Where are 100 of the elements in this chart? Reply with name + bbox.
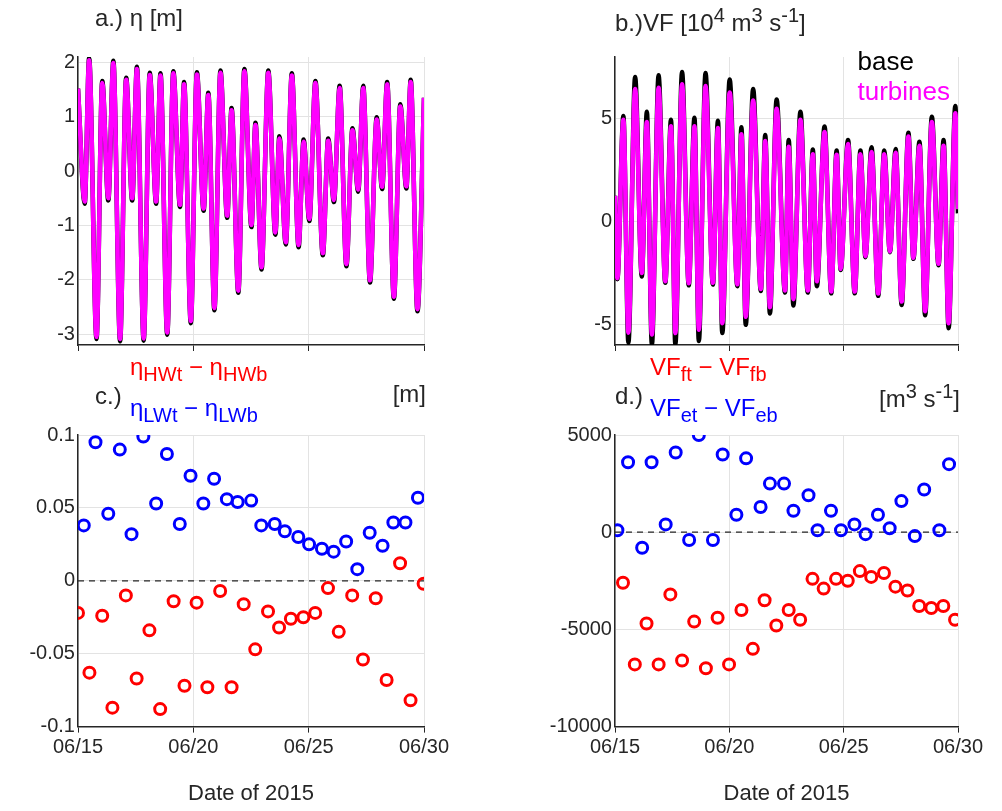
x-tick-label: 06/30 [932, 735, 984, 758]
point [675, 653, 690, 668]
point [236, 597, 251, 612]
point [248, 642, 263, 657]
y-tick-label: -3 [57, 321, 75, 344]
point [682, 532, 697, 547]
point [82, 665, 97, 680]
point [386, 515, 401, 530]
point [644, 455, 659, 470]
point [350, 562, 365, 577]
point [793, 612, 808, 627]
point [824, 503, 838, 518]
point [149, 496, 164, 511]
chart-title: d.) [615, 382, 644, 410]
point [320, 581, 335, 596]
point [224, 680, 239, 695]
point [912, 599, 927, 614]
point [189, 595, 204, 610]
point [900, 583, 915, 598]
point [753, 499, 768, 514]
point [847, 517, 862, 532]
y-tick-label: 0 [600, 519, 612, 542]
point [207, 471, 222, 486]
point [112, 442, 127, 457]
x-tick-label: 06/30 [398, 735, 450, 758]
y-tick-label: 0 [600, 209, 612, 232]
point [616, 575, 630, 590]
y-tick-label: 0.1 [47, 422, 75, 445]
point [314, 541, 329, 556]
x-tick-label: 06/20 [704, 735, 755, 758]
point [230, 495, 245, 510]
x-tick-label: 06/25 [283, 735, 334, 758]
point [924, 601, 939, 616]
y-tick-label: 5 [600, 106, 612, 129]
point [745, 641, 760, 656]
point [355, 652, 370, 667]
point [621, 455, 636, 470]
x-tick-label: 06/20 [168, 735, 219, 758]
point [129, 671, 144, 686]
point [777, 476, 792, 491]
point [942, 457, 957, 472]
point [393, 556, 408, 571]
x-tick-label: 06/15 [52, 735, 104, 758]
point [213, 584, 228, 599]
point [651, 657, 666, 672]
point [272, 620, 287, 635]
point [296, 610, 311, 625]
y-tick-label: 0.05 [36, 495, 75, 518]
point [876, 566, 891, 581]
point [840, 573, 855, 588]
x-axis-title: Date of 2015 [188, 779, 314, 805]
point [710, 610, 725, 625]
chart-title: b.)VF [10$^{4}$ m$^{3}$ s$^{-1}$] [615, 4, 806, 37]
point [888, 579, 903, 594]
point [105, 700, 120, 715]
point [379, 672, 394, 687]
point [734, 602, 749, 617]
y-tick-label: 1 [63, 104, 75, 127]
point [829, 571, 844, 586]
chart-title: c.) [95, 382, 122, 410]
point [687, 614, 702, 629]
point [277, 524, 292, 539]
point [302, 537, 317, 552]
point [870, 507, 885, 522]
point [219, 492, 234, 507]
point [907, 529, 922, 544]
point [153, 702, 168, 717]
point [283, 611, 298, 626]
point [705, 532, 720, 547]
y-tick-label: -0.1 [40, 714, 75, 737]
point [639, 616, 654, 631]
point [118, 588, 133, 603]
point [308, 605, 323, 620]
point [183, 468, 198, 483]
point [403, 693, 418, 708]
y-tick-label: 2 [63, 49, 75, 72]
point [739, 451, 754, 466]
point [698, 661, 713, 676]
point [781, 602, 796, 617]
y-tick-label: -10000 [549, 714, 612, 737]
point [159, 446, 174, 461]
x-tick-label: 06/15 [589, 735, 641, 758]
y-tick-label: -1 [57, 212, 75, 235]
y-axis-title: [m] [392, 380, 426, 408]
point [663, 587, 678, 602]
point [805, 571, 820, 586]
point [858, 527, 873, 542]
y-tick-label: 5000 [567, 422, 612, 445]
point [932, 523, 947, 538]
x-axis-title: Date of 2015 [723, 779, 850, 805]
point [339, 534, 354, 549]
y-tick-label: -5000 [560, 616, 612, 639]
point [331, 624, 346, 639]
point [261, 604, 276, 619]
point [917, 482, 932, 497]
point [762, 476, 777, 491]
point [398, 515, 413, 530]
point [635, 540, 650, 555]
series-label: base [857, 46, 915, 76]
point [786, 503, 801, 518]
